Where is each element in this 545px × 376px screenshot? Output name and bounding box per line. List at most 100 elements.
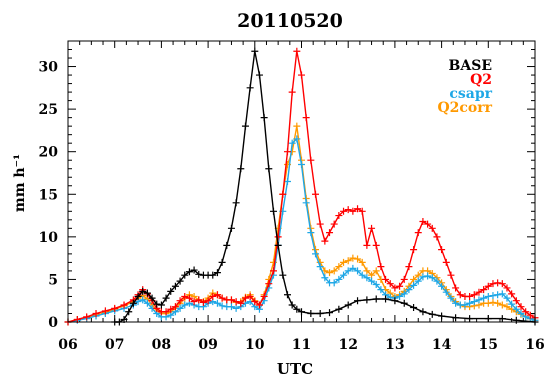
data-point-marker: [386, 280, 394, 288]
data-point-marker: [302, 199, 310, 207]
data-point-marker: [171, 282, 179, 290]
x-tick-label: 11: [292, 337, 311, 353]
data-point-marker: [508, 300, 516, 308]
data-point-marker: [288, 301, 296, 309]
data-point-marker: [241, 122, 249, 130]
data-point-marker: [461, 301, 469, 309]
data-point-marker: [232, 304, 240, 312]
data-point-marker: [176, 304, 184, 312]
y-axis-label-group: mm h⁻¹: [12, 154, 28, 212]
series-layer: [64, 47, 539, 326]
data-point-marker: [484, 315, 492, 323]
data-point-marker: [503, 284, 511, 292]
data-point-marker: [372, 281, 380, 289]
data-point-marker: [498, 280, 506, 288]
data-point-marker: [410, 281, 418, 289]
data-point-marker: [340, 271, 348, 279]
data-point-marker: [368, 271, 376, 279]
data-point-marker: [274, 241, 282, 249]
plot-frame: [67, 40, 536, 323]
data-point-marker: [330, 267, 338, 275]
data-point-marker: [176, 297, 184, 305]
data-point-marker: [391, 297, 399, 305]
data-point-marker: [283, 178, 291, 185]
data-point-marker: [354, 255, 362, 263]
data-point-marker: [382, 295, 390, 303]
x-tick-label: 14: [432, 337, 452, 353]
data-point-marker: [251, 298, 259, 306]
data-point-marker: [185, 294, 193, 302]
data-point-marker: [433, 233, 441, 241]
data-point-marker: [316, 220, 324, 228]
y-axis-label: mm h⁻¹: [12, 154, 28, 212]
data-point-marker: [494, 291, 502, 299]
data-point-marker: [522, 308, 530, 316]
data-point-marker: [111, 304, 119, 312]
data-point-marker: [335, 212, 343, 220]
data-point-marker: [157, 301, 165, 309]
data-point-marker: [498, 301, 506, 309]
data-point-marker: [382, 275, 390, 283]
data-point-marker: [232, 199, 240, 207]
data-point-marker: [209, 292, 217, 300]
data-point-marker: [363, 274, 371, 282]
data-point-marker: [241, 294, 249, 302]
data-point-marker: [237, 165, 245, 173]
legend-entry-base: BASE: [449, 58, 492, 74]
data-point-marker: [354, 267, 362, 275]
data-point-marker: [419, 273, 427, 281]
data-point-marker: [517, 309, 525, 317]
series-line: [67, 51, 536, 323]
data-point-marker: [218, 294, 226, 302]
data-point-marker: [344, 257, 352, 265]
data-point-marker: [419, 218, 427, 226]
data-point-marker: [377, 286, 385, 294]
data-point-marker: [494, 299, 502, 307]
data-point-marker: [349, 264, 357, 272]
data-point-marker: [298, 160, 305, 168]
data-point-marker: [227, 296, 235, 304]
data-point-marker: [83, 313, 91, 321]
data-point-marker: [484, 292, 492, 300]
data-point-marker: [517, 303, 525, 311]
data-point-marker: [181, 292, 189, 300]
data-point-marker: [279, 271, 287, 279]
data-point-marker: [293, 47, 301, 55]
data-point-marker: [447, 271, 455, 279]
data-point-marker: [167, 311, 175, 319]
data-point-marker: [498, 315, 506, 323]
data-point-marker: [358, 258, 366, 266]
data-point-marker: [494, 279, 502, 287]
data-point-marker: [363, 241, 371, 249]
data-point-marker: [424, 220, 432, 228]
data-point-marker: [335, 275, 343, 283]
data-point-marker: [344, 267, 352, 275]
data-point-marker: [255, 301, 263, 309]
data-point-marker: [512, 316, 520, 324]
data-point-marker: [288, 88, 296, 96]
data-point-marker: [358, 271, 366, 279]
data-point-marker: [466, 299, 474, 307]
data-point-marker: [288, 139, 296, 147]
data-point-marker: [512, 305, 520, 313]
data-point-marker: [326, 309, 334, 317]
data-point-marker: [340, 258, 348, 266]
data-point-marker: [349, 254, 357, 262]
data-point-marker: [442, 288, 450, 296]
data-point-marker: [480, 294, 488, 302]
data-point-marker: [470, 291, 478, 299]
data-point-marker: [139, 287, 147, 295]
y-tick-label: 30: [39, 60, 59, 76]
data-point-marker: [185, 268, 193, 276]
data-point-marker: [372, 295, 380, 303]
data-point-marker: [414, 277, 422, 285]
x-tick-label: 15: [479, 337, 498, 353]
data-point-marker: [410, 275, 418, 283]
data-point-marker: [176, 277, 184, 285]
data-point-marker: [148, 294, 156, 302]
data-point-marker: [330, 220, 338, 228]
x-tick-label: 06: [58, 337, 77, 353]
data-point-marker: [428, 224, 436, 232]
